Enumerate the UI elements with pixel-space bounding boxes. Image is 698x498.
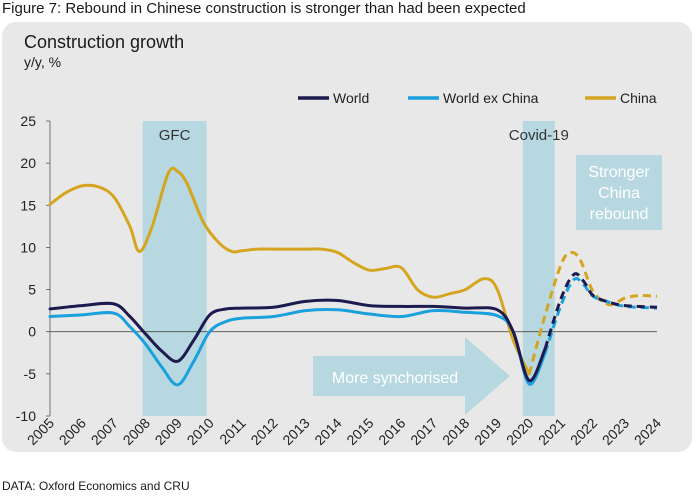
source-note: DATA: Oxford Economics and CRU xyxy=(2,479,190,493)
stronger-label-2: rebound xyxy=(590,206,649,223)
legend-label-world: World xyxy=(333,90,369,106)
labels-layer: GFC Covid-19 More synchorised Stronger China… xyxy=(159,127,651,387)
series-world-forecast-line xyxy=(543,272,658,350)
x-tick-label: 2024 xyxy=(631,415,664,448)
series-china-line xyxy=(48,166,531,376)
legend: World World ex China China xyxy=(298,90,657,106)
x-tick-label: 2020 xyxy=(503,415,536,448)
y-tick-label: -5 xyxy=(24,366,37,382)
lines-layer xyxy=(48,166,658,387)
x-tick-label: 2013 xyxy=(279,415,312,448)
y-axis-unit-label: y/y, % xyxy=(24,54,62,70)
legend-label-china: China xyxy=(620,90,657,106)
stronger-label-0: Stronger xyxy=(588,164,650,181)
x-tick-label: 2009 xyxy=(152,415,185,448)
x-tick-label: 2007 xyxy=(88,415,121,448)
y-tick-label: 5 xyxy=(28,282,36,298)
legend-label-world-ex-china: World ex China xyxy=(443,90,539,106)
x-tick-label: 2022 xyxy=(567,415,600,448)
y-tick-label: 0 xyxy=(28,324,36,340)
series-world-ex-china-line xyxy=(48,307,547,387)
series-china-forecast-line xyxy=(527,250,658,375)
arrow-layer xyxy=(313,155,662,415)
band-label-gfc: GFC xyxy=(159,127,191,144)
x-tick-label: 2016 xyxy=(375,415,408,448)
y-tick-label: 15 xyxy=(20,197,36,213)
x-tick-label: 2019 xyxy=(471,415,504,448)
synch-arrow xyxy=(313,337,510,415)
x-tick-label: 2006 xyxy=(56,415,89,448)
x-tick-label: 2012 xyxy=(247,415,280,448)
band-0 xyxy=(142,121,207,416)
x-tick-label: 2008 xyxy=(120,415,153,448)
x-tick-label: 2010 xyxy=(184,415,217,448)
x-tick-label: 2021 xyxy=(535,415,568,448)
x-tick-label: 2014 xyxy=(311,415,344,448)
series-world-line xyxy=(48,298,547,383)
x-tick-label: 2023 xyxy=(599,415,632,448)
y-tick-label: -10 xyxy=(16,408,36,424)
synch-label: More synchorised xyxy=(332,370,458,387)
x-tick-label: 2018 xyxy=(439,415,472,448)
series-world-ex-china-forecast-line xyxy=(543,276,658,354)
y-tick-label: 20 xyxy=(20,155,36,171)
figure-title: Figure 7: Rebound in Chinese constructio… xyxy=(2,0,526,17)
stronger-label-1: China xyxy=(598,185,640,202)
y-tick-label: 10 xyxy=(20,239,36,255)
chart-title: Construction growth xyxy=(24,32,185,52)
stronger-box xyxy=(576,155,662,230)
band-label-covid: Covid-19 xyxy=(509,127,569,144)
x-tick-label: 2015 xyxy=(343,415,376,448)
x-tick-label: 2011 xyxy=(216,415,249,448)
x-tick-label: 2017 xyxy=(407,415,440,448)
y-tick-label: 25 xyxy=(20,113,36,129)
